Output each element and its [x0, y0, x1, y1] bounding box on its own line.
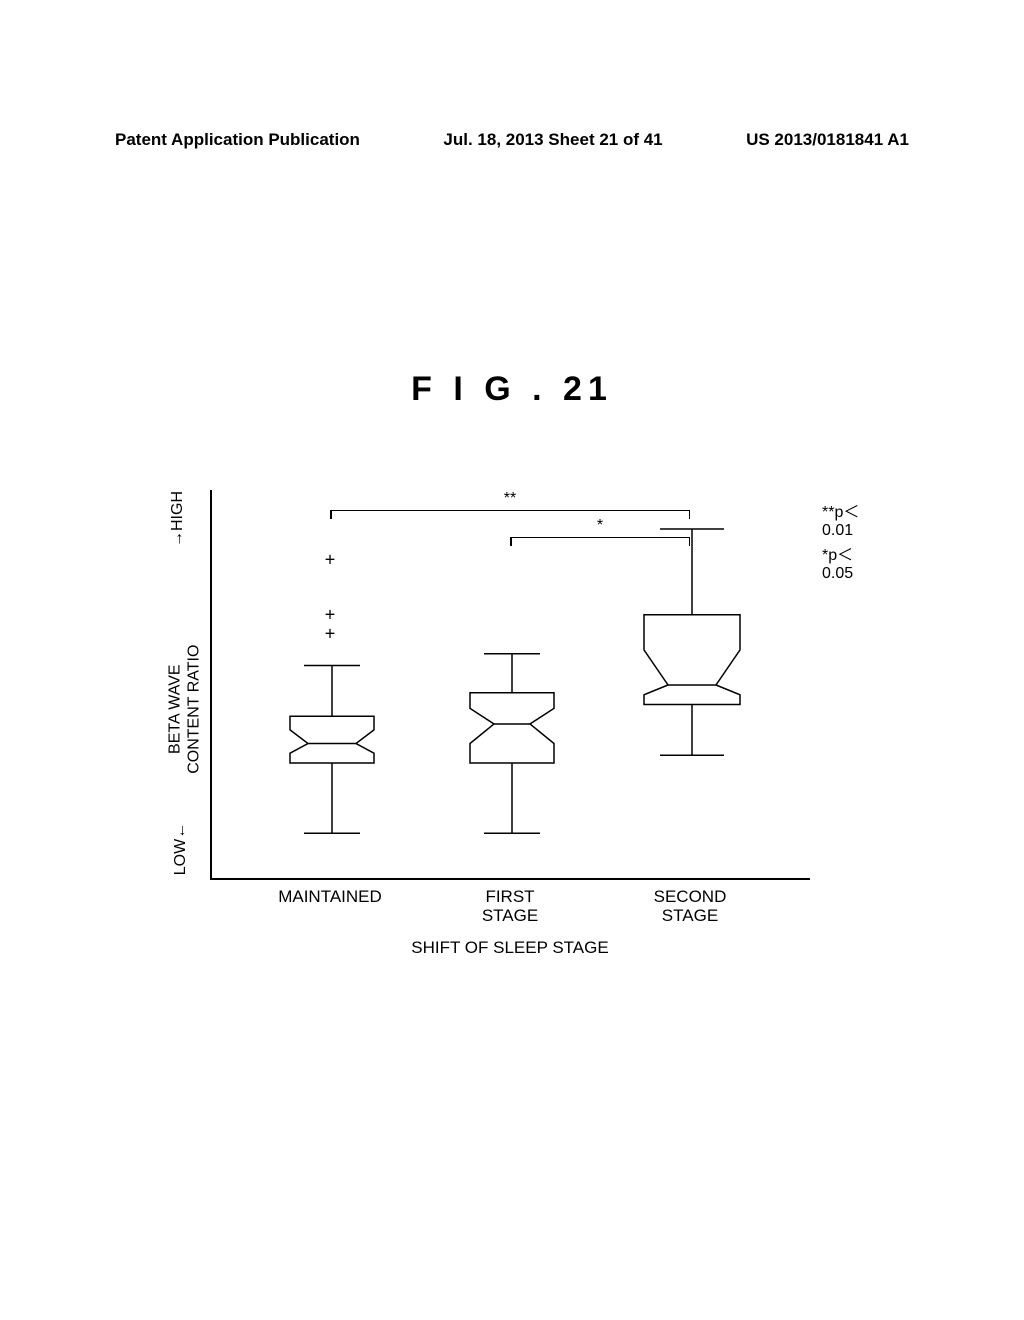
ylabel-main: BETA WAVECONTENT RATIO: [165, 645, 203, 774]
ylabel-high: →HIGH: [169, 491, 187, 547]
significance-bracket: [510, 537, 690, 538]
ylabel-low: LOW←: [172, 823, 190, 875]
header-right: US 2013/0181841 A1: [746, 130, 909, 150]
boxplot-svg: [212, 490, 812, 880]
xtick-label: SECONDSTAGE: [654, 888, 727, 925]
outlier-marker: +: [325, 550, 336, 571]
significance-label: *: [597, 517, 603, 535]
xaxis-label: SHIFT OF SLEEP STAGE: [210, 938, 810, 958]
outlier-marker: +: [325, 604, 336, 625]
plot-area: [210, 490, 810, 880]
significance-label: **: [504, 490, 516, 508]
y-axis-labels: →HIGH BETA WAVECONTENT RATIO LOW←: [150, 460, 190, 880]
xtick-label: MAINTAINED: [278, 888, 382, 907]
header-mid: Jul. 18, 2013 Sheet 21 of 41: [443, 130, 662, 150]
figure-title: F I G . 21: [0, 370, 1024, 409]
xtick-label: FIRSTSTAGE: [482, 888, 538, 925]
significance-legend-item: **p＜0.01: [822, 498, 880, 540]
significance-legend-item: *p＜0.05: [822, 541, 880, 583]
outlier-marker: +: [325, 624, 336, 645]
page-header: Patent Application Publication Jul. 18, …: [115, 130, 909, 150]
header-left: Patent Application Publication: [115, 130, 360, 150]
significance-bracket: [330, 510, 690, 511]
boxplot-chart: →HIGH BETA WAVECONTENT RATIO LOW← *** **…: [160, 460, 880, 940]
